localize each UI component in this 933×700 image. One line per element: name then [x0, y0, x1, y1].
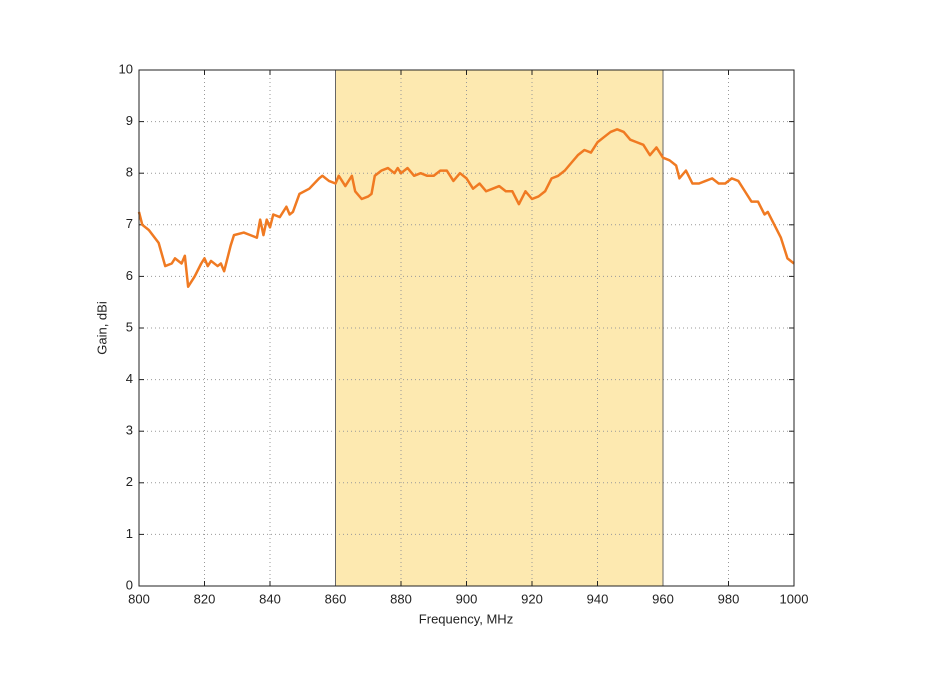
y-tick-label: 8 — [126, 165, 133, 180]
x-tick-label: 900 — [456, 591, 478, 606]
x-tick-label: 820 — [194, 591, 216, 606]
y-tick-label: 7 — [126, 216, 133, 231]
y-tick-label: 6 — [126, 268, 133, 283]
x-tick-label: 860 — [325, 591, 347, 606]
x-tick-label: 940 — [587, 591, 609, 606]
data-line — [137, 128, 795, 288]
x-tick-label: 980 — [718, 591, 740, 606]
y-tick-label: 10 — [119, 61, 133, 76]
x-tick-label: 880 — [390, 591, 412, 606]
y-tick-label: 5 — [126, 319, 133, 334]
plot-frame — [138, 69, 795, 587]
y-tick-label: 9 — [126, 113, 133, 128]
x-tick-label: 840 — [259, 591, 281, 606]
y-tick-label: 2 — [126, 474, 133, 489]
y-axis-label: Gain, dBi — [94, 301, 109, 355]
x-tick-label: 960 — [652, 591, 674, 606]
x-tick-label: 800 — [128, 591, 150, 606]
y-tick-label: 0 — [126, 577, 133, 592]
y-tick-label: 4 — [126, 371, 133, 386]
y-tick-label: 1 — [126, 526, 133, 541]
x-tick-label: 1000 — [780, 591, 809, 606]
y-tick-label: 3 — [126, 423, 133, 438]
x-axis-label: Frequency, MHz — [419, 611, 513, 626]
x-tick-label: 920 — [521, 591, 543, 606]
